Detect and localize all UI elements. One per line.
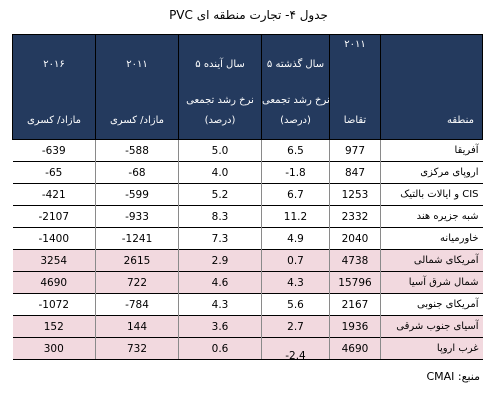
- table-title: جدول ۴- تجارت منطقه ای PVC: [0, 8, 497, 22]
- table-row: -65 -68 4.0 -1.8 847 اروپای مرکزی: [13, 162, 483, 184]
- balance-2016-cell: -2107: [13, 206, 96, 228]
- pvc-trade-table: ۲۰۱۶ مازاد/ کسری ۲۰۱۱ مازاد/ کسری ۵ سال …: [12, 34, 483, 360]
- region-cell: آمریکای شمالی: [381, 250, 483, 272]
- header-label: ۵ سال گذشته: [262, 59, 329, 70]
- future-growth-cell: 4.0: [179, 162, 262, 184]
- balance-2011-cell: -588: [96, 140, 179, 162]
- balance-2011-cell: -933: [96, 206, 179, 228]
- future-growth-cell: 5.2: [179, 184, 262, 206]
- region-cell: شمال شرق آسیا: [381, 272, 483, 294]
- region-cell: آسیای جنوب شرقی: [381, 316, 483, 338]
- balance-2011-cell: 144: [96, 316, 179, 338]
- header-label: نرخ رشد تجمعی: [179, 95, 261, 106]
- table-row: 4690 722 4.6 4.3 15796 شمال شرق آسیا: [13, 272, 483, 294]
- future-growth-cell: 4.6: [179, 272, 262, 294]
- demand-cell: 977: [330, 140, 381, 162]
- demand-cell: 4690: [330, 338, 381, 360]
- balance-2016-cell: 4690: [13, 272, 96, 294]
- header-label: تقاضا: [330, 115, 380, 126]
- region-cell: شبه جزیره هند: [381, 206, 483, 228]
- balance-2016-cell: -1072: [13, 294, 96, 316]
- future-growth-cell: 3.6: [179, 316, 262, 338]
- balance-2016-cell: 152: [13, 316, 96, 338]
- demand-cell: 2167: [330, 294, 381, 316]
- demand-cell: 1936: [330, 316, 381, 338]
- header-label: مازاد/ کسری: [13, 115, 95, 126]
- future-growth-cell: 2.9: [179, 250, 262, 272]
- header-label: نرخ رشد تجمعی: [262, 95, 329, 106]
- balance-2011-cell: -599: [96, 184, 179, 206]
- region-cell: CIS و ایالات بالتیک: [381, 184, 483, 206]
- header-label: (درصد): [179, 115, 261, 126]
- header-year: ۲۰۱۶: [13, 59, 95, 70]
- balance-2016-cell: -421: [13, 184, 96, 206]
- balance-2011-cell: 732: [96, 338, 179, 360]
- header-label: (درصد): [262, 115, 329, 126]
- past-growth-cell: 11.2: [262, 206, 330, 228]
- past-growth-cell: -1.8: [262, 162, 330, 184]
- balance-2011-cell: -784: [96, 294, 179, 316]
- demand-cell: 15796: [330, 272, 381, 294]
- balance-2016-cell: -1400: [13, 228, 96, 250]
- header-label: منطقه: [447, 115, 474, 126]
- future-growth-cell: 8.3: [179, 206, 262, 228]
- header-label: ۵ سال آینده: [179, 59, 261, 70]
- balance-2016-cell: 300: [13, 338, 96, 360]
- past-growth-cell: -2.4: [262, 338, 330, 360]
- header-balance-2016: ۲۰۱۶ مازاد/ کسری: [13, 35, 96, 140]
- header-balance-2011: ۲۰۱۱ مازاد/ کسری: [96, 35, 179, 140]
- region-cell: آمریکای جنوبی: [381, 294, 483, 316]
- table-row: -1400 -1241 7.3 4.9 2040 خاورمیانه: [13, 228, 483, 250]
- past-growth-cell: 6.5: [262, 140, 330, 162]
- header-region: منطقه: [381, 35, 483, 140]
- balance-2016-cell: -639: [13, 140, 96, 162]
- past-growth-value: -2.4: [285, 350, 306, 360]
- balance-2011-cell: 722: [96, 272, 179, 294]
- region-cell: اروپای مرکزی: [381, 162, 483, 184]
- balance-2016-cell: 3254: [13, 250, 96, 272]
- header-demand-2011: ۲۰۱۱ تقاضا: [330, 35, 381, 140]
- table-row: -1072 -784 4.3 5.6 2167 آمریکای جنوبی: [13, 294, 483, 316]
- balance-2011-cell: -68: [96, 162, 179, 184]
- source-note: منبع: CMAI: [380, 370, 480, 383]
- balance-2011-cell: -1241: [96, 228, 179, 250]
- past-growth-cell: 6.7: [262, 184, 330, 206]
- past-growth-cell: 5.6: [262, 294, 330, 316]
- table-row: -639 -588 5.0 6.5 977 آفریقا: [13, 140, 483, 162]
- header-past-growth: ۵ سال گذشته نرخ رشد تجمعی (درصد): [262, 35, 330, 140]
- header-future-growth: ۵ سال آینده نرخ رشد تجمعی (درصد): [179, 35, 262, 140]
- future-growth-cell: 4.3: [179, 294, 262, 316]
- table-row: 300 732 0.6 -2.4 4690 غرب اروپا: [13, 338, 483, 360]
- demand-cell: 847: [330, 162, 381, 184]
- future-growth-cell: 7.3: [179, 228, 262, 250]
- past-growth-cell: 4.3: [262, 272, 330, 294]
- header-label: مازاد/ کسری: [96, 115, 178, 126]
- balance-2016-cell: -65: [13, 162, 96, 184]
- past-growth-cell: 2.7: [262, 316, 330, 338]
- region-cell: آفریقا: [381, 140, 483, 162]
- demand-cell: 2040: [330, 228, 381, 250]
- table-row: -421 -599 5.2 6.7 1253 CIS و ایالات بالت…: [13, 184, 483, 206]
- future-growth-cell: 0.6: [179, 338, 262, 360]
- header-year: ۲۰۱۱: [330, 39, 380, 50]
- table-row: 3254 2615 2.9 0.7 4738 آمریکای شمالی: [13, 250, 483, 272]
- header-year: ۲۰۱۱: [96, 59, 178, 70]
- past-growth-cell: 4.9: [262, 228, 330, 250]
- table-row: 152 144 3.6 2.7 1936 آسیای جنوب شرقی: [13, 316, 483, 338]
- region-cell: غرب اروپا: [381, 338, 483, 360]
- demand-cell: 2332: [330, 206, 381, 228]
- table-row: -2107 -933 8.3 11.2 2332 شبه جزیره هند: [13, 206, 483, 228]
- past-growth-cell: 0.7: [262, 250, 330, 272]
- future-growth-cell: 5.0: [179, 140, 262, 162]
- balance-2011-cell: 2615: [96, 250, 179, 272]
- demand-cell: 1253: [330, 184, 381, 206]
- region-cell: خاورمیانه: [381, 228, 483, 250]
- demand-cell: 4738: [330, 250, 381, 272]
